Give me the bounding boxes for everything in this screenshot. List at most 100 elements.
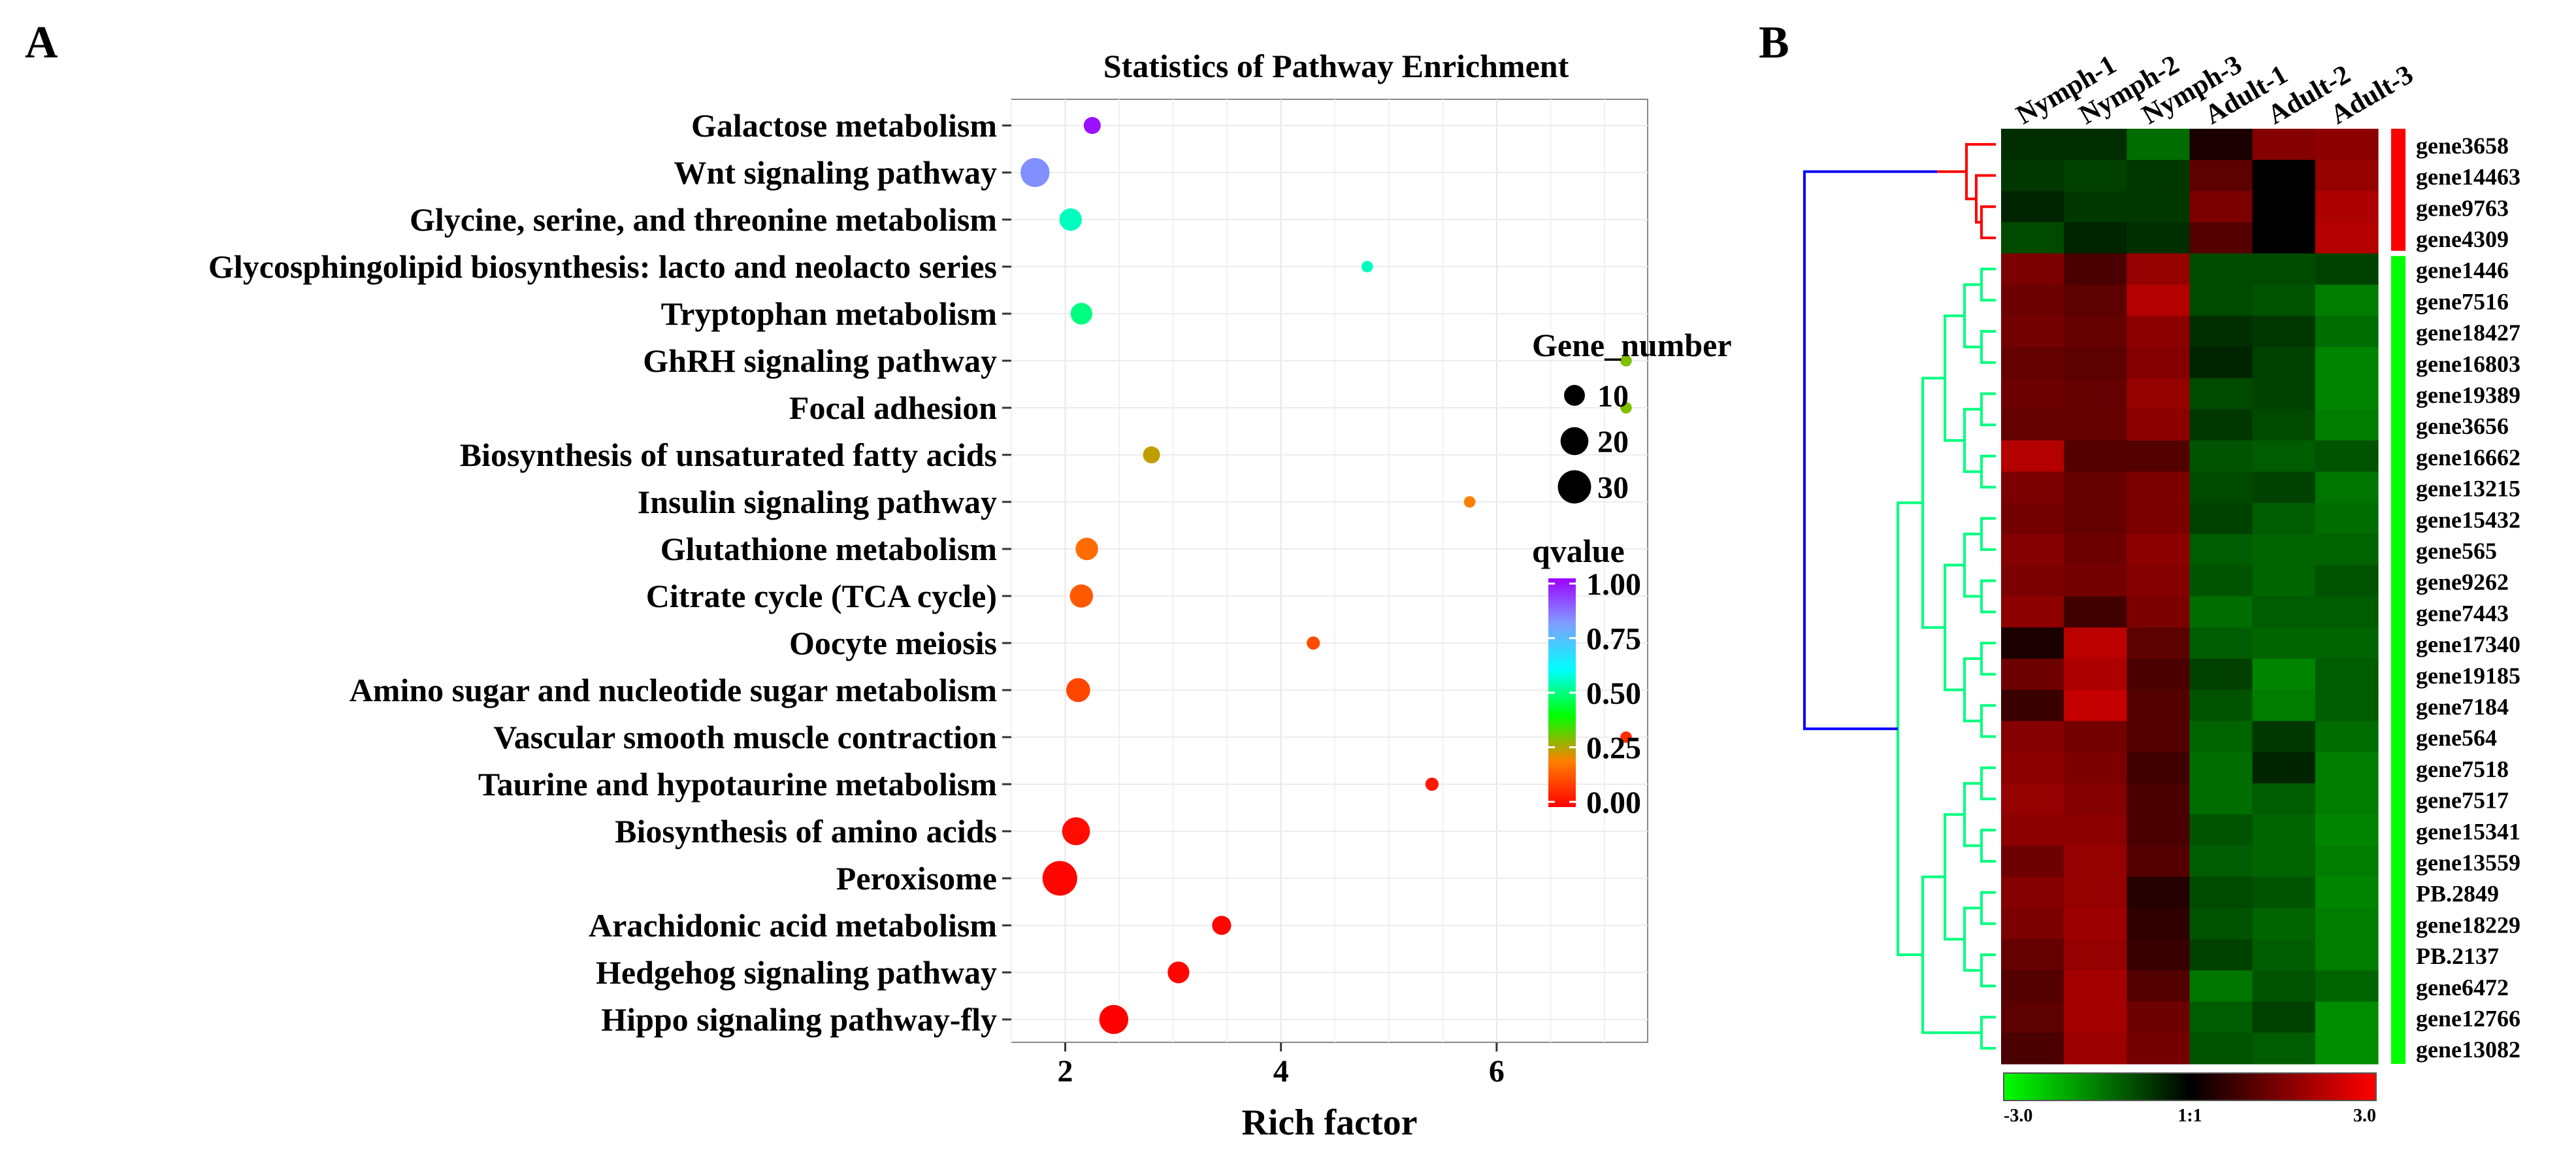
heatmap-cell xyxy=(2001,1033,2064,1065)
row-label: gene6472 xyxy=(2416,974,2509,1001)
category-label: Biosynthesis of amino acids xyxy=(615,813,997,850)
heatmap-cell xyxy=(2315,627,2379,659)
data-point xyxy=(1307,636,1320,650)
heatmap-cell xyxy=(2315,939,2379,971)
dendrogram-root xyxy=(1803,170,1937,731)
row-label: gene9262 xyxy=(2416,569,2509,595)
heatmap-cell xyxy=(2064,783,2127,815)
dendrogram-link xyxy=(1980,1016,1996,1050)
heatmap-cell xyxy=(2189,284,2253,316)
heatmap-cell xyxy=(2252,534,2316,566)
heatmap-cell xyxy=(2315,846,2379,878)
heatmap-cell xyxy=(2127,159,2191,191)
category-label: Wnt signaling pathway xyxy=(674,154,997,191)
heatmap-cell xyxy=(2127,596,2191,628)
heatmap-cell xyxy=(2127,846,2191,878)
data-point xyxy=(1042,861,1077,896)
size-legend-label: 20 xyxy=(1597,425,1629,459)
category-label: Oocyte meiosis xyxy=(789,625,997,661)
row-label: gene7516 xyxy=(2416,288,2509,314)
heatmap-cell xyxy=(2001,191,2064,223)
data-point xyxy=(1075,537,1098,561)
heatmap-cell xyxy=(2127,752,2191,784)
data-point xyxy=(1620,402,1632,414)
heatmap-cell xyxy=(2315,316,2379,348)
heatmap-cell xyxy=(2001,222,2064,254)
heatmap-cell xyxy=(2189,939,2253,971)
heatmap-cell xyxy=(2001,783,2064,815)
heatmap-cell xyxy=(2127,627,2191,659)
heatmap-cell xyxy=(2315,752,2379,784)
heatmap-cell xyxy=(2001,846,2064,878)
heatmap-cell xyxy=(2064,876,2127,909)
data-point xyxy=(1167,961,1190,984)
heatmap-cell xyxy=(2252,129,2316,161)
dendrogram-link xyxy=(1980,829,1996,863)
heatmap-cell xyxy=(2252,284,2316,316)
heatmap-cell xyxy=(2315,253,2379,286)
heatmap-cell xyxy=(2189,129,2253,161)
data-point xyxy=(1059,208,1082,231)
heatmap-cell xyxy=(2001,534,2064,566)
heatmap-cell xyxy=(2252,440,2316,472)
heatmap-cell xyxy=(2252,721,2316,753)
heatmap-cell xyxy=(2064,440,2127,472)
heatmap-cell xyxy=(2315,471,2379,503)
heatmap-cell xyxy=(2127,440,2191,472)
heatmap-cell xyxy=(2252,503,2316,535)
chart-title: Statistics of Pathway Enrichment xyxy=(1103,48,1569,84)
heatmap-cell xyxy=(2315,1033,2379,1065)
heatmap-cell xyxy=(2189,471,2253,503)
heatmap-cell xyxy=(2001,284,2064,316)
heatmap-cell xyxy=(2315,970,2379,1002)
heatmap-cell xyxy=(2127,378,2191,410)
data-point xyxy=(1083,116,1101,135)
row-label: PB.2849 xyxy=(2416,881,2499,907)
cluster-bar-green xyxy=(2391,256,2405,1064)
heatmap-cell xyxy=(2001,346,2064,379)
heatmap-cell xyxy=(2252,159,2316,191)
row-label: gene16803 xyxy=(2416,351,2520,377)
row-label: gene13559 xyxy=(2416,850,2520,876)
heatmap-cell xyxy=(2064,752,2127,784)
cluster-bar-red xyxy=(2391,129,2405,251)
heatmap-cell xyxy=(2252,253,2316,286)
heatmap-cell xyxy=(2064,908,2127,940)
expression-heatmap: Nymph-1Nymph-2Nymph-3Adult-1Adult-2Adult… xyxy=(1803,50,2520,1126)
heatmap-cell xyxy=(2252,409,2316,441)
color-legend-title: qvalue xyxy=(1532,533,1625,569)
row-label: PB.2137 xyxy=(2416,943,2499,969)
row-label: gene564 xyxy=(2416,725,2497,751)
heatmap-cell xyxy=(2001,316,2064,348)
row-label: gene1446 xyxy=(2416,257,2509,284)
heatmap-cell xyxy=(2315,908,2379,940)
heatmap-cell xyxy=(2252,814,2316,846)
heatmap-cell xyxy=(2064,1001,2127,1033)
heatmap-cell xyxy=(2001,876,2064,909)
dendrogram-link xyxy=(1980,330,1996,364)
heatmap-cell xyxy=(2127,1001,2191,1033)
heatmap-cell xyxy=(2315,284,2379,316)
dendrogram-link xyxy=(1963,657,1981,723)
heatmap-cell xyxy=(2127,284,2191,316)
dendrogram-link xyxy=(1944,813,1965,941)
heatmap-cell xyxy=(2189,159,2253,191)
heatmap-cell xyxy=(2064,814,2127,846)
heatmap-colorbar xyxy=(2003,1072,2377,1101)
dendrogram-link xyxy=(1980,267,1996,302)
category-label: Insulin signaling pathway xyxy=(638,484,997,520)
data-point xyxy=(1066,678,1090,703)
heatmap-cell xyxy=(2127,721,2191,753)
category-label: Glycosphingolipid biosynthesis: lacto an… xyxy=(208,248,997,285)
dendrogram-link xyxy=(1944,314,1965,442)
heatmap-cell xyxy=(2064,627,2127,659)
category-label: Glycine, serine, and threonine metabolis… xyxy=(410,201,997,238)
row-label: gene3656 xyxy=(2416,413,2509,439)
heatmap-cell xyxy=(2252,689,2316,721)
heatmap-cell xyxy=(2315,565,2379,597)
heatmap-cell xyxy=(2315,222,2379,254)
heatmap-cell xyxy=(2001,596,2064,628)
category-label: GhRH signaling pathway xyxy=(643,342,997,379)
heatmap-cell xyxy=(2064,970,2127,1002)
heatmap-cell xyxy=(2064,721,2127,753)
